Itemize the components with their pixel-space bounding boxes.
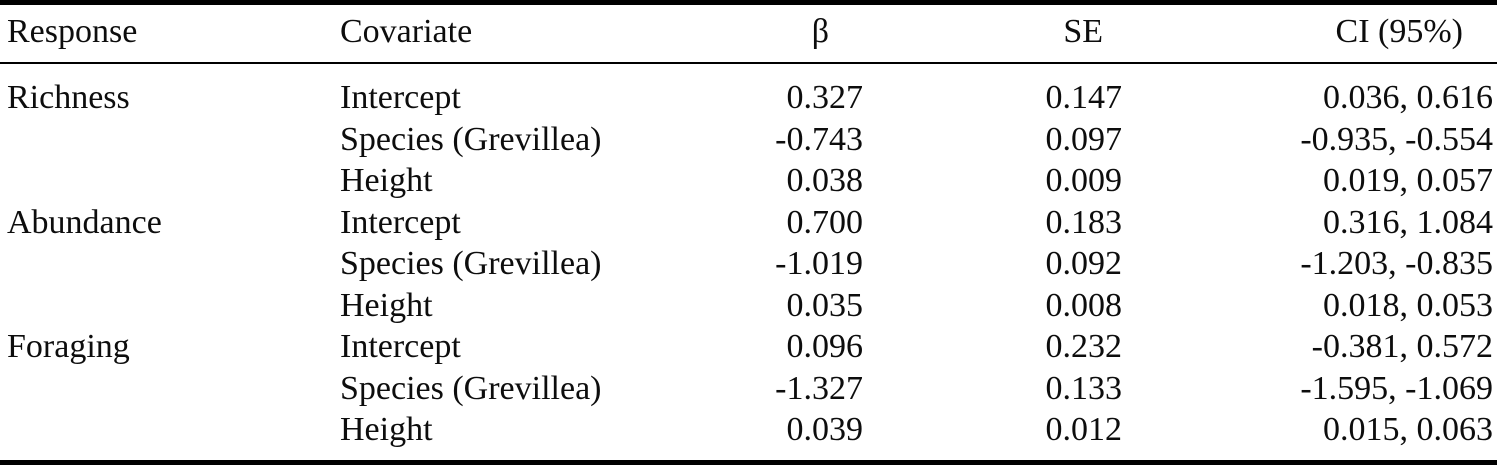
beta-cell: -0.743 xyxy=(775,120,863,158)
covariate-cell: Species (Grevillea) xyxy=(340,369,602,407)
covariate-cell: Height xyxy=(340,411,433,449)
se-cell: 0.009 xyxy=(1045,162,1123,200)
se-cell: 0.133 xyxy=(1045,369,1123,407)
table-row: Richness Intercept 0.327 0.147 0.036, 0.… xyxy=(0,77,1497,119)
ci-cell: -0.935, -0.554 xyxy=(1300,120,1493,158)
se-cell: 0.008 xyxy=(1045,286,1123,324)
response-cell xyxy=(0,243,340,285)
ci-cell: 0.316, 1.084 xyxy=(1323,203,1493,241)
table-row: Species (Grevillea) -0.743 0.097 -0.935,… xyxy=(0,119,1497,161)
table-row: Species (Grevillea) -1.019 0.092 -1.203,… xyxy=(0,243,1497,285)
beta-cell: -1.019 xyxy=(775,245,863,283)
covariate-cell: Species (Grevillea) xyxy=(340,120,602,158)
se-cell: 0.232 xyxy=(1045,328,1123,366)
response-cell xyxy=(0,119,340,161)
table-row: Height 0.039 0.012 0.015, 0.063 xyxy=(0,409,1497,451)
ci-cell: 0.018, 0.053 xyxy=(1323,286,1493,324)
se-cell: 0.147 xyxy=(1045,79,1123,117)
table-row: Height 0.035 0.008 0.018, 0.053 xyxy=(0,285,1497,327)
response-cell xyxy=(0,368,340,410)
table-body: Richness Intercept 0.327 0.147 0.036, 0.… xyxy=(0,64,1497,460)
response-cell xyxy=(0,160,340,202)
beta-cell: 0.700 xyxy=(786,203,864,241)
beta-cell: 0.035 xyxy=(786,286,864,324)
column-header-beta: β xyxy=(811,13,829,50)
table-header-row: Response Covariate β SE CI (95%) xyxy=(0,5,1497,65)
se-cell: 0.183 xyxy=(1045,203,1123,241)
table-row: Species (Grevillea) -1.327 0.133 -1.595,… xyxy=(0,368,1497,410)
se-cell: 0.097 xyxy=(1045,120,1123,158)
column-header-response: Response xyxy=(7,13,138,50)
column-header-se: SE xyxy=(1063,13,1103,50)
covariate-cell: Height xyxy=(340,162,433,200)
ci-cell: -0.381, 0.572 xyxy=(1311,328,1493,366)
beta-cell: -1.327 xyxy=(775,369,863,407)
response-cell: Foraging xyxy=(7,328,130,366)
response-cell xyxy=(0,285,340,327)
covariate-cell: Intercept xyxy=(340,328,461,366)
covariate-cell: Height xyxy=(340,286,433,324)
covariate-cell: Intercept xyxy=(340,79,461,117)
se-cell: 0.012 xyxy=(1045,411,1123,449)
ci-cell: 0.036, 0.616 xyxy=(1323,79,1493,117)
response-cell: Abundance xyxy=(7,203,162,241)
ci-cell: -1.595, -1.069 xyxy=(1300,369,1493,407)
ci-cell: 0.019, 0.057 xyxy=(1323,162,1493,200)
table-row: Abundance Intercept 0.700 0.183 0.316, 1… xyxy=(0,202,1497,244)
ci-cell: -1.203, -0.835 xyxy=(1300,245,1493,283)
covariate-cell: Species (Grevillea) xyxy=(340,245,602,283)
response-cell: Richness xyxy=(7,79,130,117)
table-row: Foraging Intercept 0.096 0.232 -0.381, 0… xyxy=(0,326,1497,368)
column-header-covariate: Covariate xyxy=(340,13,473,50)
response-cell xyxy=(0,409,340,451)
beta-cell: 0.039 xyxy=(786,411,864,449)
column-header-ci: CI (95%) xyxy=(1335,13,1463,50)
se-cell: 0.092 xyxy=(1045,245,1123,283)
beta-cell: 0.038 xyxy=(786,162,864,200)
covariate-cell: Intercept xyxy=(340,203,461,241)
ci-cell: 0.015, 0.063 xyxy=(1323,411,1493,449)
beta-cell: 0.327 xyxy=(786,79,864,117)
beta-cell: 0.096 xyxy=(786,328,864,366)
table-row: Height 0.038 0.009 0.019, 0.057 xyxy=(0,160,1497,202)
